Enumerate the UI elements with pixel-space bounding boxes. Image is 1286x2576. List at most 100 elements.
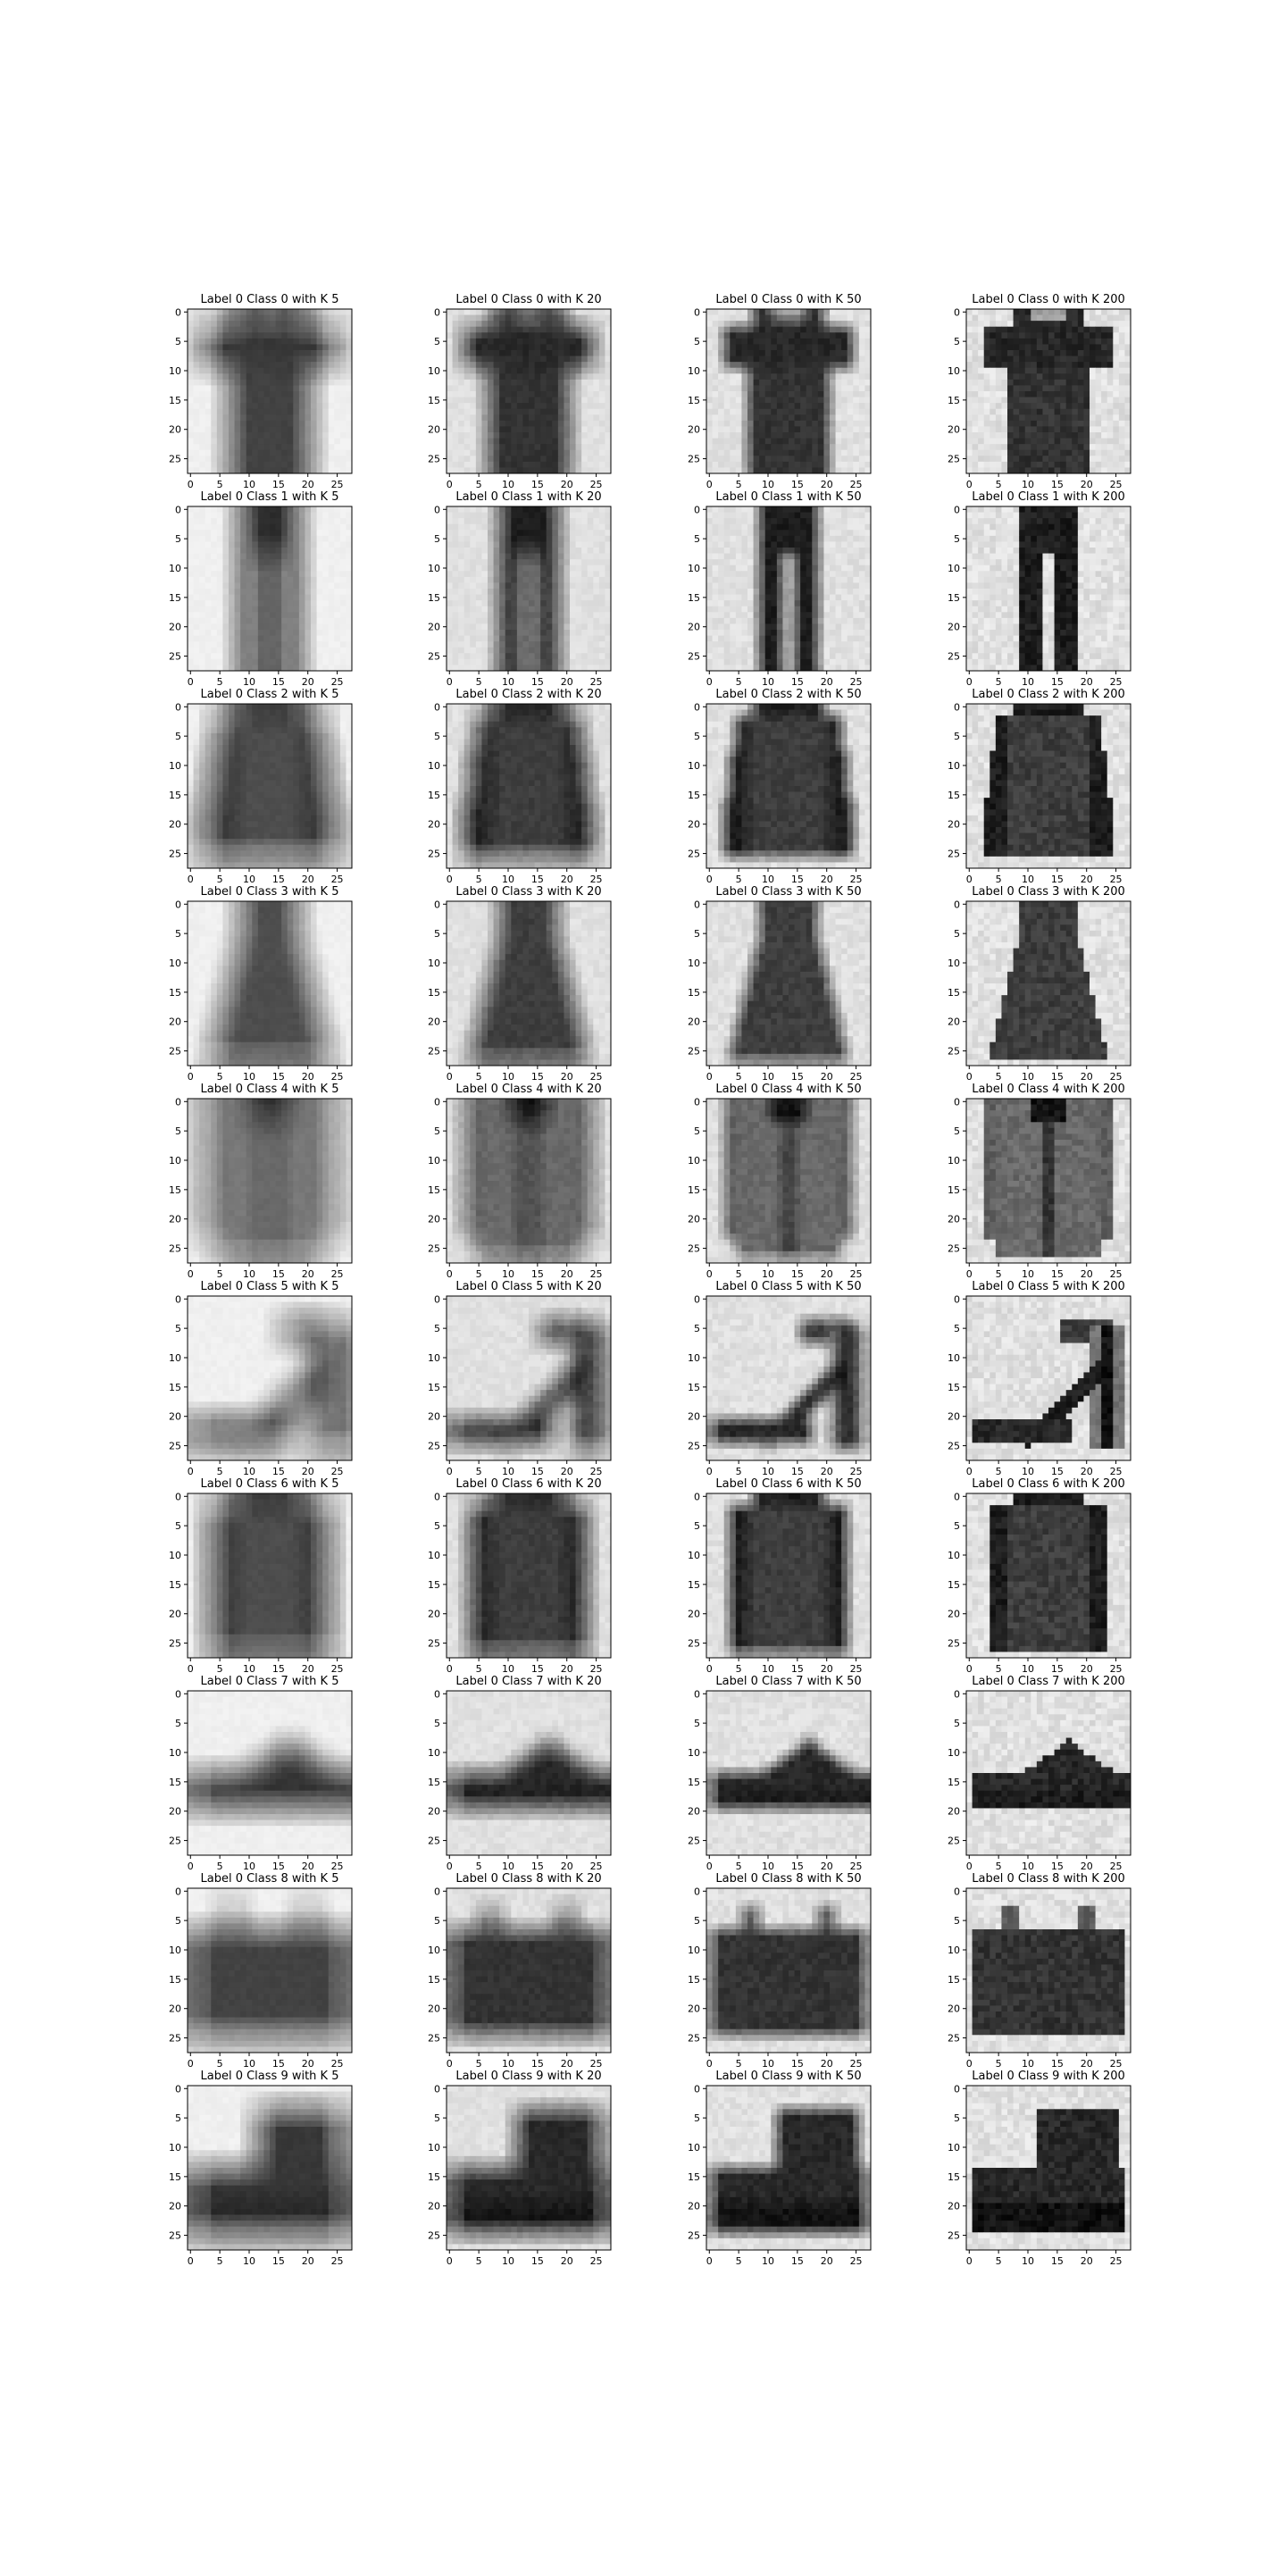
heatmap-cell <box>194 554 200 560</box>
heatmap-cell <box>458 467 464 473</box>
heatmap-cell <box>222 648 229 654</box>
heatmap-cell <box>263 350 270 356</box>
heatmap-cell <box>511 462 517 468</box>
heatmap-cell <box>724 518 731 524</box>
heatmap-cell <box>529 426 535 432</box>
heatmap-cell <box>984 327 990 333</box>
heatmap-cell <box>593 524 599 531</box>
heatmap-cell <box>830 350 836 356</box>
heatmap-cell <box>252 321 258 327</box>
heatmap-cell <box>222 659 229 665</box>
heatmap-cell <box>777 467 783 473</box>
heatmap-cell <box>205 589 212 595</box>
heatmap-cell <box>747 506 754 513</box>
y-tick-label: 25 <box>688 454 700 465</box>
heatmap-cell <box>481 339 488 345</box>
heatmap-cell <box>713 397 719 404</box>
heatmap-cell <box>558 439 564 445</box>
heatmap-cell <box>718 362 724 368</box>
heatmap-cell <box>1113 456 1119 462</box>
heatmap-cell <box>481 571 488 577</box>
heatmap-cell <box>1014 309 1020 315</box>
heatmap-cell <box>293 462 299 468</box>
heatmap-cell <box>340 536 347 542</box>
heatmap-cell <box>605 623 611 630</box>
heatmap-cell <box>765 414 772 421</box>
heatmap-cell <box>322 368 329 374</box>
heatmap-cell <box>564 380 570 386</box>
heatmap-cell <box>505 641 512 648</box>
heatmap-cell <box>588 467 594 473</box>
heatmap-cell <box>340 530 347 536</box>
heatmap-cell <box>789 327 795 333</box>
heatmap-cell <box>812 439 818 445</box>
heatmap-cell <box>281 548 288 554</box>
heatmap-cell <box>329 548 335 554</box>
heatmap-cell <box>522 439 529 445</box>
heatmap-cell <box>718 385 724 391</box>
heatmap-cell <box>270 548 276 554</box>
heatmap-cell <box>252 506 258 513</box>
heatmap-cell <box>1096 426 1102 432</box>
heatmap-cell <box>812 421 818 427</box>
heatmap-cell <box>240 344 246 350</box>
heatmap-cell <box>730 530 736 536</box>
heatmap-cell <box>499 600 505 606</box>
heatmap-cell <box>458 513 464 519</box>
heatmap-cell <box>765 444 772 450</box>
heatmap-cell <box>505 327 512 333</box>
heatmap-cell <box>547 606 553 613</box>
heatmap-cell <box>570 356 576 363</box>
heatmap-cell <box>529 327 535 333</box>
heatmap-cell <box>293 350 299 356</box>
heatmap-cell <box>246 612 253 618</box>
heatmap-cell <box>1096 409 1102 415</box>
heatmap-cell <box>605 548 611 554</box>
heatmap-cell <box>270 391 276 397</box>
heatmap-cell <box>329 368 335 374</box>
heatmap-image <box>706 506 871 671</box>
heatmap-cell <box>576 362 582 368</box>
heatmap-cell <box>194 432 200 439</box>
heatmap-cell <box>246 636 253 642</box>
heatmap-cell <box>1124 409 1131 415</box>
heatmap-cell <box>317 589 323 595</box>
heatmap-cell <box>240 391 246 397</box>
heatmap-cell <box>718 327 724 333</box>
heatmap-cell <box>599 606 605 613</box>
heatmap-cell <box>966 456 973 462</box>
heatmap-cell <box>1014 403 1020 409</box>
heatmap-cell <box>1078 444 1084 450</box>
heatmap-cell <box>222 612 229 618</box>
heatmap-cell <box>830 309 836 315</box>
heatmap-cell <box>329 623 335 630</box>
heatmap-cell <box>453 623 459 630</box>
heatmap-cell <box>754 506 760 513</box>
heatmap-cell <box>736 409 742 415</box>
heatmap-cell <box>252 630 258 636</box>
heatmap-cell <box>511 456 517 462</box>
heatmap-cell <box>1048 462 1055 468</box>
heatmap-cell <box>570 373 576 380</box>
heatmap-cell <box>270 636 276 642</box>
heatmap-cell <box>605 577 611 583</box>
heatmap-cell <box>1124 421 1131 427</box>
heatmap-cell <box>759 327 765 333</box>
heatmap-cell <box>859 380 865 386</box>
heatmap-cell <box>1031 414 1037 421</box>
heatmap-cell <box>599 559 605 565</box>
heatmap-cell <box>1019 403 1025 409</box>
heatmap-cell <box>718 344 724 350</box>
heatmap-cell <box>252 315 258 322</box>
heatmap-cell <box>258 356 264 363</box>
heatmap-cell <box>570 439 576 445</box>
heatmap-cell <box>305 339 311 345</box>
heatmap-cell <box>777 444 783 450</box>
heatmap-cell <box>724 524 731 531</box>
heatmap-cell <box>1096 344 1102 350</box>
heatmap-cell <box>754 321 760 327</box>
heatmap-cell <box>1055 439 1061 445</box>
heatmap-cell <box>1119 444 1125 450</box>
heatmap-cell <box>517 385 523 391</box>
heatmap-cell <box>581 397 588 404</box>
